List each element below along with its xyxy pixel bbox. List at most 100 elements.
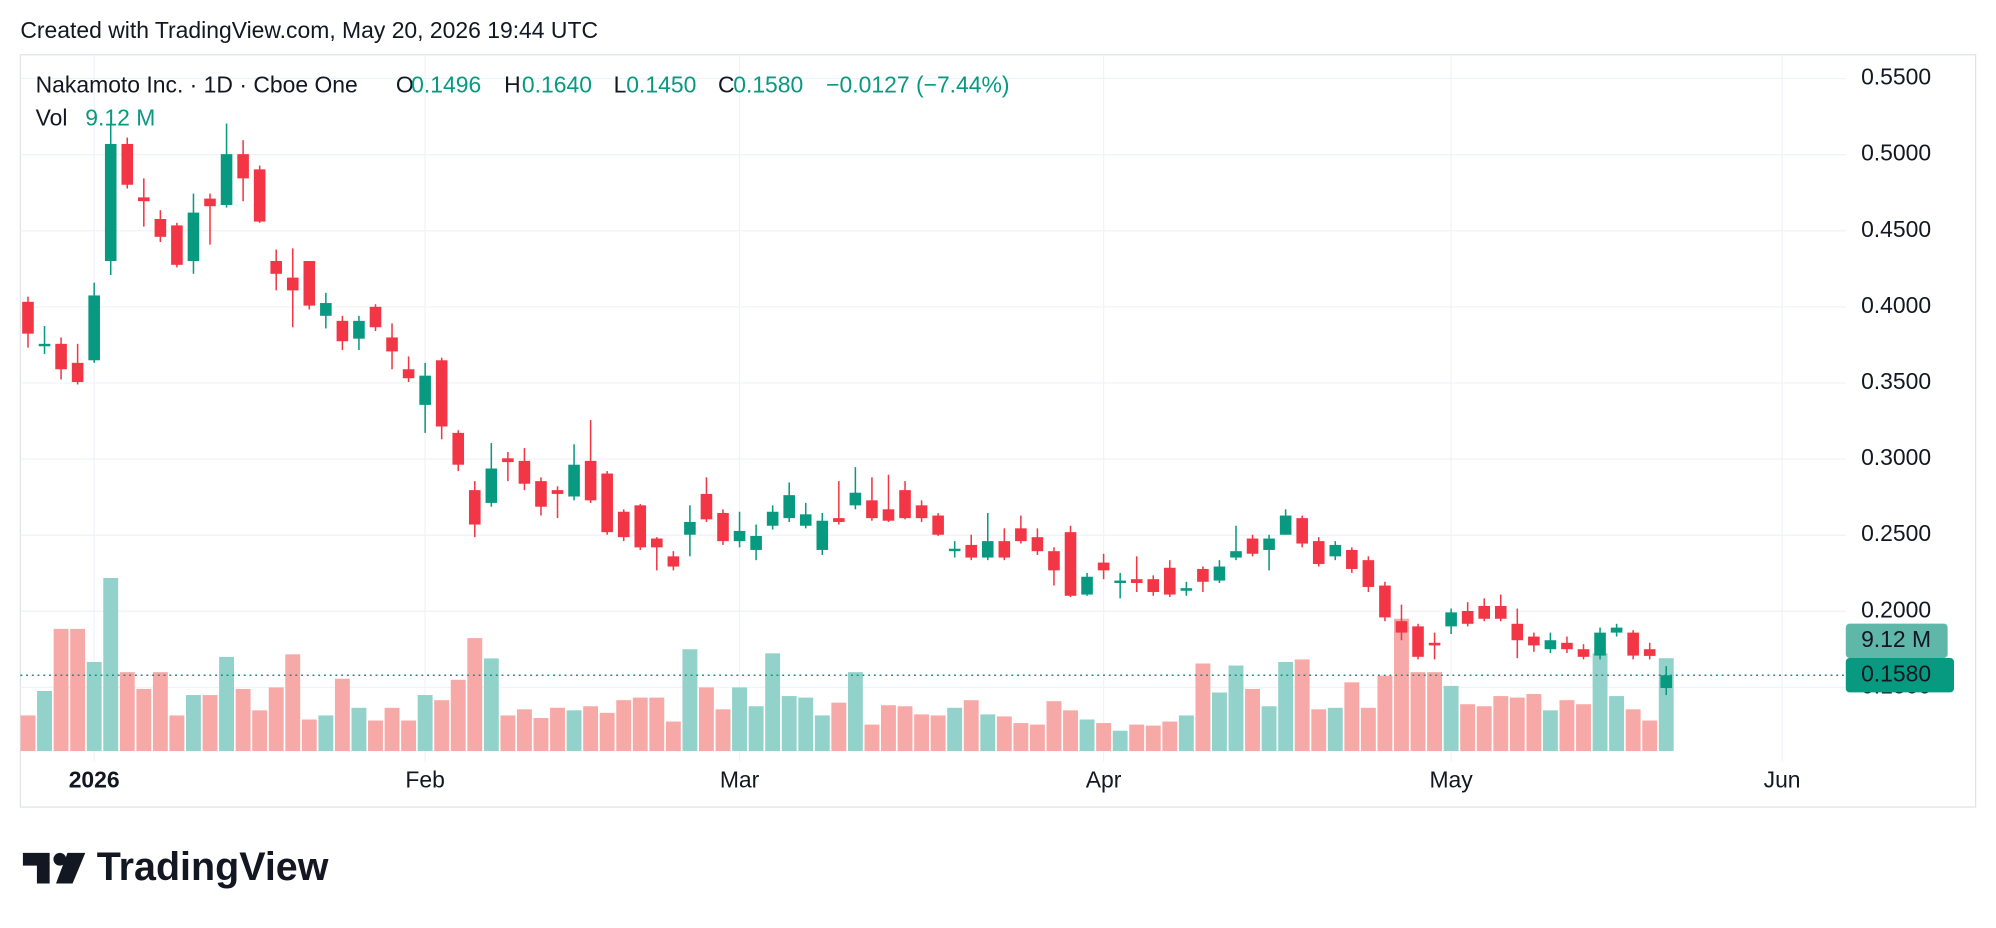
volume-bar [533, 717, 549, 752]
candle-body [1395, 621, 1408, 633]
candle-body [551, 490, 564, 494]
y-tick-label: 0.2500 [1861, 520, 1931, 546]
candle-body [1213, 566, 1226, 581]
candle-body [717, 512, 729, 542]
volume-bar [368, 720, 383, 752]
volume-bar [1112, 730, 1128, 752]
candle-body [237, 154, 249, 179]
volume-bar [881, 705, 896, 752]
candle-body [1461, 610, 1474, 624]
volume-bar [1609, 696, 1625, 752]
candle-body [104, 143, 117, 262]
candle-body [154, 219, 167, 237]
volume-bar [748, 706, 764, 752]
candle-body [270, 261, 282, 274]
candle-body [1081, 576, 1093, 595]
volume-bar [1443, 685, 1459, 752]
candle-body [220, 154, 233, 205]
legend-close-prefix: C [718, 72, 735, 98]
candle-body [1511, 623, 1524, 641]
candle-body [1312, 541, 1325, 564]
candle-body [899, 490, 911, 519]
candle-body [1015, 528, 1027, 542]
candle-body [1279, 515, 1292, 535]
volume-bar [632, 697, 648, 752]
volume-bar [285, 654, 301, 752]
volume-bar [1294, 659, 1310, 752]
volume-bar [1211, 692, 1227, 752]
volume-bar [103, 577, 119, 752]
price-tag [1845, 658, 1954, 693]
candle-body [1329, 544, 1342, 557]
volume-bar [417, 695, 433, 752]
volume-tag [1845, 623, 1948, 659]
volume-bar [252, 710, 268, 752]
volume-bar [1013, 723, 1029, 752]
legend-high: 0.1640 [522, 72, 592, 98]
candle-body [336, 320, 349, 342]
candle-body [948, 548, 961, 552]
candle-body [1610, 627, 1623, 633]
candle-body [617, 511, 630, 538]
candle-body [783, 495, 795, 519]
candle-body [369, 306, 382, 328]
volume-bar [781, 696, 797, 752]
candle-body [1379, 585, 1391, 618]
volume-bar [37, 690, 52, 752]
axes: 0.15000.20000.25000.30000.35000.40000.45… [20, 64, 1954, 793]
candle-body [452, 432, 465, 465]
volume-bar [1046, 701, 1062, 752]
candle-body [1230, 551, 1242, 558]
candle-body [849, 492, 862, 506]
volume-bar [1178, 715, 1194, 752]
candle-body [799, 514, 812, 526]
candle-body [1577, 649, 1590, 657]
x-tick-label: 2026 [69, 767, 120, 793]
candle-body [1627, 632, 1639, 656]
candle-body [882, 509, 895, 521]
candle-body [1428, 642, 1441, 646]
x-tick-label: Jun [1764, 767, 1801, 793]
candle-body [1660, 675, 1673, 689]
volume-bar [1096, 723, 1112, 752]
legend-low: 0.1450 [626, 72, 696, 98]
volume-bar [798, 697, 814, 752]
candle-body [568, 464, 580, 497]
legend-change: −0.0127 (−7.44%) [826, 72, 1009, 98]
candle-body [386, 337, 398, 352]
candle-body [915, 505, 928, 519]
candle-body [1263, 538, 1275, 550]
legend: Nakamoto Inc. · 1D · Cboe One O 0.1496 H… [36, 72, 1010, 98]
volume-bar [1344, 682, 1360, 752]
candle-body [187, 212, 200, 262]
volume-bar [897, 706, 913, 752]
volume-bar [831, 702, 847, 752]
volume-bar [384, 707, 400, 752]
y-tick-label: 0.5000 [1861, 140, 1931, 166]
volume-bar [467, 638, 483, 752]
candle-body [1528, 636, 1540, 646]
watermark: Created with TradingView.com, May 20, 20… [20, 17, 598, 43]
volume-bar [1542, 710, 1558, 752]
candle-body [1445, 612, 1457, 627]
y-tick-label: 0.5500 [1861, 64, 1931, 90]
volume-bar [682, 649, 698, 752]
volume-bar [1642, 720, 1658, 752]
volume-bar [963, 700, 979, 752]
volume-bar [1327, 707, 1343, 752]
volume-bar [732, 687, 747, 752]
candle-body [518, 460, 531, 484]
volume-bar [1245, 688, 1260, 752]
candle-body [253, 169, 266, 222]
volume-bar [1311, 709, 1327, 752]
candle-body [932, 515, 944, 535]
candle-body [286, 277, 299, 291]
candle-body [866, 500, 878, 519]
volume-bar [152, 672, 168, 752]
candle-body [1296, 518, 1308, 544]
candle-body [1031, 537, 1044, 552]
candle-body [1048, 551, 1060, 571]
y-tick-label: 0.2000 [1861, 596, 1931, 622]
volume-bar [268, 687, 284, 752]
legend-high-prefix: H [504, 72, 521, 98]
